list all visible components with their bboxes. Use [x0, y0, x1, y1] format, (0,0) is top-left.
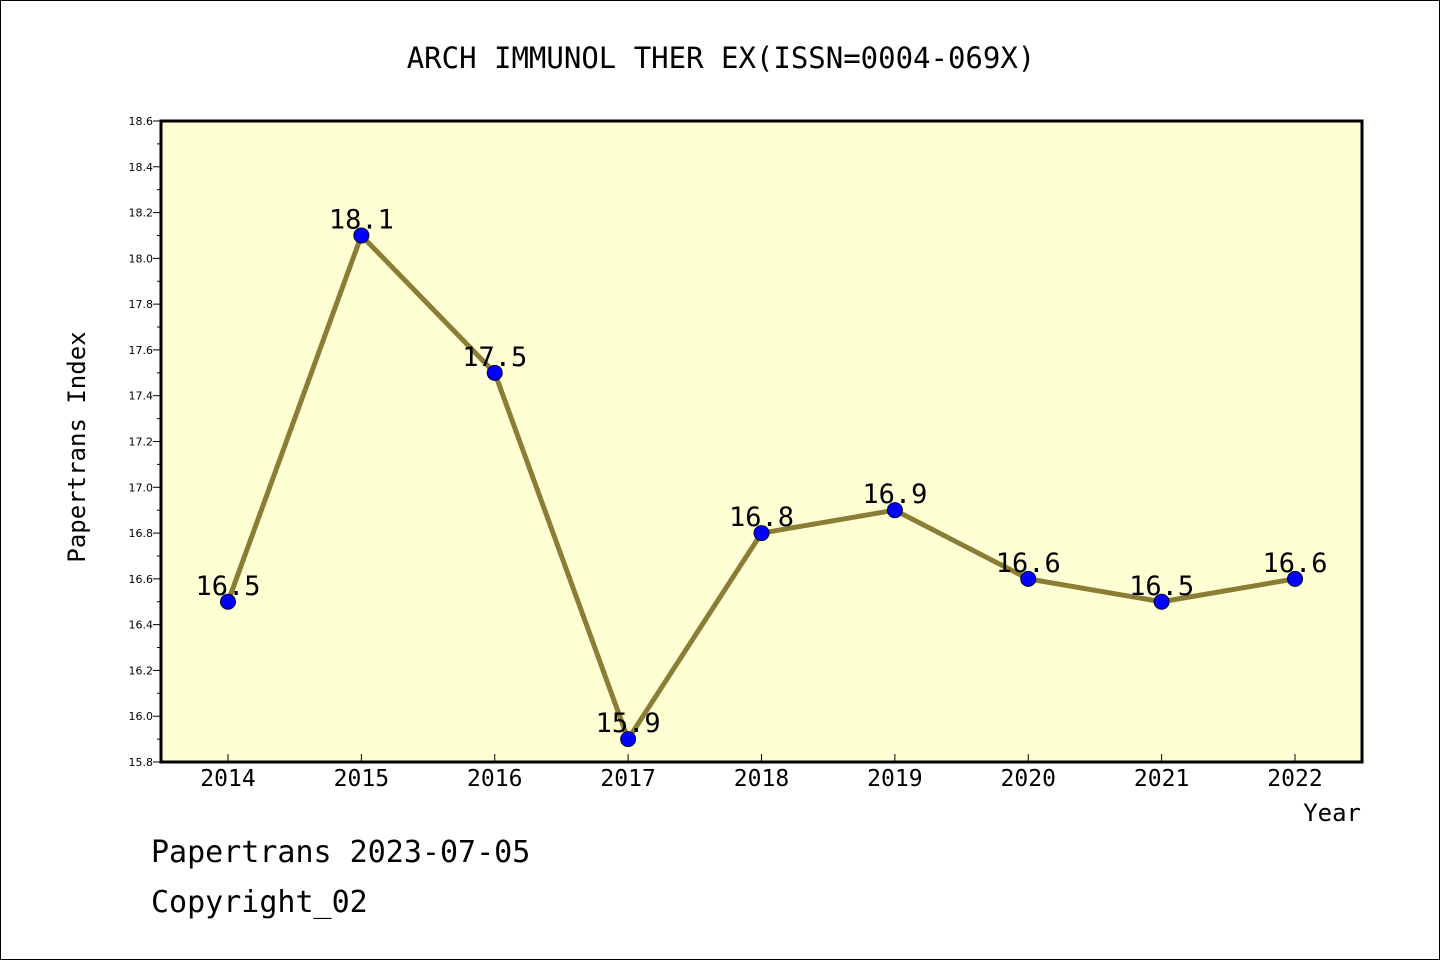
x-tick-label: 2018 [734, 766, 789, 792]
x-tick-label: 2016 [467, 766, 522, 792]
y-tick-label: 18.0 [129, 252, 154, 265]
data-point [620, 731, 637, 748]
y-tick-label: 17.8 [129, 298, 154, 311]
y-tick-label: 16.0 [129, 710, 154, 723]
x-tick-label: 2017 [600, 766, 655, 792]
x-tick-label: 2022 [1267, 766, 1322, 792]
copyright-text: Copyright_02 [151, 885, 368, 920]
y-axis-label: Papertrans Index [63, 331, 91, 562]
data-point [1287, 570, 1303, 587]
x-tick-label: 2015 [334, 766, 389, 792]
x-tick-label: 2019 [867, 766, 922, 792]
data-label: 17.5 [462, 342, 527, 373]
y-axis: 15.8 16.0 16.2 16.4 16.6 16.8 17.0 17.2 17.4 17.6… [129, 115, 161, 769]
y-tick-label: 16.2 [129, 664, 154, 677]
data-label: 16.6 [996, 548, 1061, 579]
y-tick-label: 18.6 [129, 115, 154, 128]
data-point [1153, 593, 1170, 610]
y-tick-label: 16.4 [129, 619, 154, 632]
data-label: 16.5 [1129, 571, 1194, 602]
data-point [486, 364, 503, 381]
x-tick-label: 2014 [200, 766, 255, 792]
data-label: 16.5 [195, 571, 260, 602]
x-tick-label: 2021 [1134, 766, 1189, 792]
data-label: 15.9 [596, 708, 661, 739]
y-tick-label: 16.8 [129, 527, 154, 540]
x-tick-label: 2020 [1001, 766, 1056, 792]
y-tick-label: 15.8 [129, 756, 154, 769]
data-point [1020, 570, 1037, 587]
x-axis: 2014 2015 2016 2017 2018 2019 2020 2021 2022 [200, 754, 1323, 792]
data-label: 16.9 [862, 479, 927, 510]
y-tick-label: 17.6 [129, 344, 154, 357]
y-tick-label: 17.0 [129, 481, 154, 494]
y-tick-label: 17.4 [129, 390, 154, 403]
data-point [220, 593, 236, 610]
data-label: 16.6 [1262, 548, 1327, 579]
series-line-group: 16.5 18.1 17.5 15.9 16.8 16.9 16.6 16.5 16.6 [195, 204, 1328, 748]
data-point [886, 502, 903, 519]
y-tick-label: 16.6 [129, 573, 154, 586]
data-point [353, 227, 370, 244]
x-axis-label: Year [1303, 799, 1361, 827]
chart-title: ARCH IMMUNOL THER EX(ISSN=0004-069X) [407, 41, 1036, 75]
data-label: 18.1 [329, 204, 394, 235]
data-label: 16.8 [729, 502, 794, 533]
y-tick-label: 17.2 [129, 436, 154, 449]
y-tick-label: 18.2 [129, 207, 154, 220]
date-stamp: Papertrans 2023-07-05 [151, 835, 531, 870]
y-tick-label: 18.4 [129, 161, 154, 174]
data-point [753, 525, 770, 542]
